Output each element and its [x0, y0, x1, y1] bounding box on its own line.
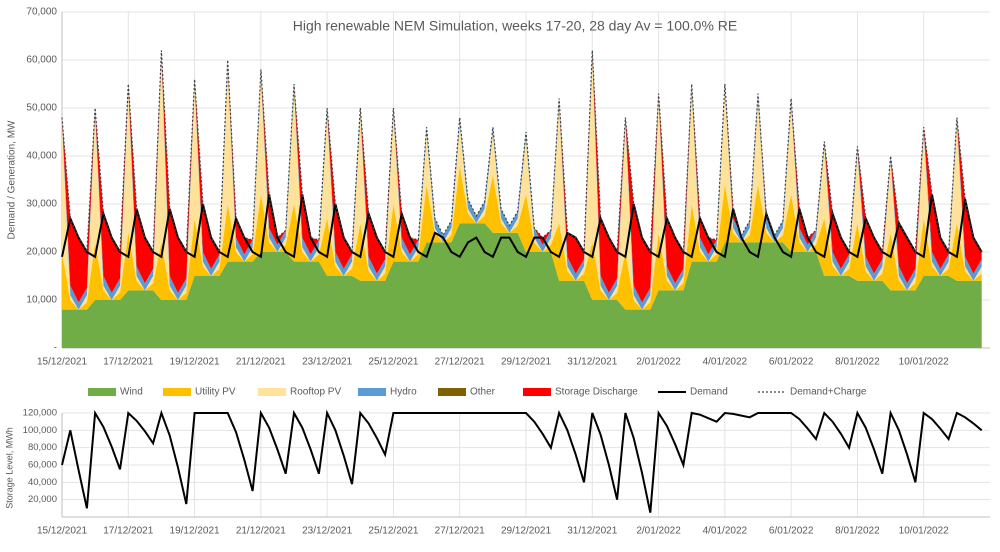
legend-label: Hydro [390, 387, 417, 398]
area-series [62, 55, 982, 310]
y-tick-label: 70,000 [26, 7, 57, 18]
legend-label: Other [470, 387, 496, 398]
x-tick-label: 2/01/2022 [636, 526, 681, 537]
y-tick-label: - [54, 343, 57, 354]
x-tick-label: 21/12/2021 [236, 526, 286, 537]
y-tick-label: 40,000 [26, 151, 57, 162]
x-tick-label: 27/12/2021 [435, 357, 485, 368]
chart-title: High renewable NEM Simulation, weeks 17-… [293, 18, 738, 34]
line-series [61, 409, 983, 513]
y-axis-label: Storage Level, MWh [4, 427, 14, 509]
x-tick-label: 6/01/2022 [769, 357, 814, 368]
x-tick-label: 2/01/2022 [636, 357, 681, 368]
x-tick-label: 21/12/2021 [236, 357, 286, 368]
x-tick-label: 4/01/2022 [703, 526, 748, 537]
y-tick-label: 20,000 [26, 247, 57, 258]
legend-swatch [438, 388, 466, 396]
y-tick-label: 50,000 [26, 103, 57, 114]
x-tick-label: 25/12/2021 [368, 526, 418, 537]
x-tick-label: 10/01/2022 [899, 526, 949, 537]
x-tick-label: 17/12/2021 [103, 526, 153, 537]
x-tick-label: 4/01/2022 [703, 357, 748, 368]
x-tick-label: 10/01/2022 [899, 357, 949, 368]
legend-swatch [163, 388, 191, 396]
y-tick-label: 80,000 [28, 442, 57, 453]
y-tick-label: 10,000 [26, 295, 57, 306]
legend-label: Utility PV [195, 387, 236, 398]
x-tick-label: 31/12/2021 [567, 526, 617, 537]
legend-label: Demand+Charge [790, 387, 867, 398]
x-tick-label: 15/12/2021 [37, 357, 87, 368]
y-tick-label: 100,000 [23, 425, 57, 436]
legend-label: Rooftop PV [290, 387, 341, 398]
y-axis-label: Demand / Generation, MW [7, 120, 18, 239]
x-tick-label: 25/12/2021 [368, 357, 418, 368]
area-series [62, 165, 982, 310]
line-series [61, 50, 983, 255]
x-tick-label: 19/12/2021 [170, 526, 220, 537]
legend-label: Storage Discharge [555, 387, 638, 398]
area-series [62, 223, 982, 348]
legend-swatch [88, 388, 116, 396]
x-tick-label: 27/12/2021 [435, 526, 485, 537]
x-tick-label: 29/12/2021 [501, 526, 551, 537]
y-tick-label: 30,000 [26, 199, 57, 210]
x-tick-label: 6/01/2022 [769, 526, 814, 537]
legend-swatch [523, 388, 551, 396]
y-tick-label: 40,000 [28, 477, 57, 488]
y-tick-label: 60,000 [26, 55, 57, 66]
x-tick-label: 8/01/2022 [835, 526, 880, 537]
x-tick-label: 29/12/2021 [501, 357, 551, 368]
x-tick-label: 31/12/2021 [567, 357, 617, 368]
x-tick-label: 23/12/2021 [302, 357, 352, 368]
y-tick-label: 120,000 [23, 408, 57, 419]
legend-swatch [358, 388, 386, 396]
line-series [61, 194, 983, 259]
legend-swatch [258, 388, 286, 396]
y-tick-label: 20,000 [28, 494, 57, 505]
x-tick-label: 23/12/2021 [302, 526, 352, 537]
y-tick-label: 60,000 [28, 460, 57, 471]
legend-label: Wind [120, 387, 143, 398]
x-tick-label: 15/12/2021 [37, 526, 87, 537]
x-tick-label: 17/12/2021 [103, 357, 153, 368]
x-tick-label: 19/12/2021 [170, 357, 220, 368]
x-tick-label: 8/01/2022 [835, 357, 880, 368]
legend-label: Demand [690, 387, 728, 398]
